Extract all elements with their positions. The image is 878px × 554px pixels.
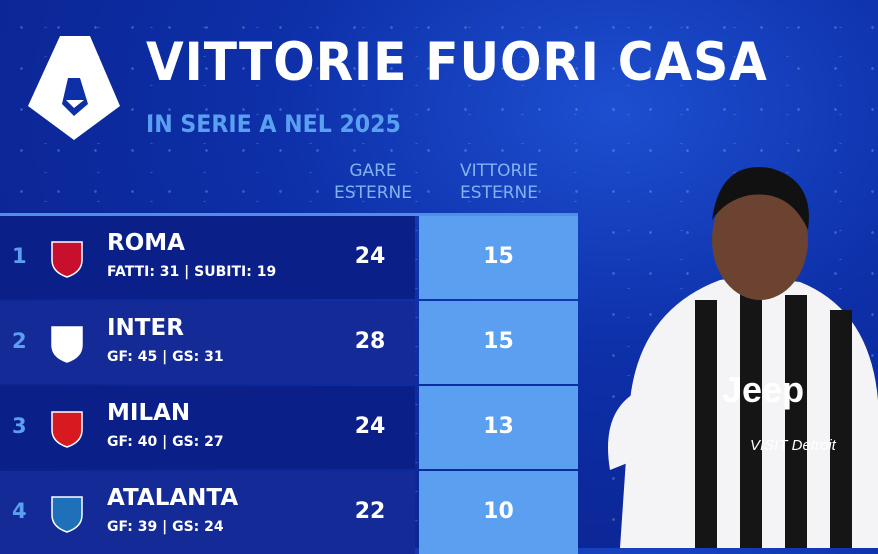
divider bbox=[0, 213, 578, 216]
team-goals: GF: 45 | GS: 31 bbox=[107, 349, 224, 365]
team-crest-icon bbox=[51, 241, 83, 278]
team-name: MILAN bbox=[107, 400, 191, 426]
rank: 2 bbox=[12, 329, 27, 353]
sleeve-text: VISIT Detroit bbox=[750, 437, 837, 454]
column-header-games: GARE ESTERNE bbox=[334, 161, 412, 203]
team-goals: FATTI: 31 | SUBITI: 19 bbox=[107, 264, 277, 280]
away-games: 28 bbox=[354, 329, 386, 354]
table-row: 1 ROMA FATTI: 31 | SUBITI: 19 24 15 bbox=[0, 216, 578, 299]
team-crest-icon bbox=[51, 496, 83, 533]
away-games: 24 bbox=[354, 244, 386, 269]
page-title: VITTORIE FUORI CASA bbox=[146, 32, 768, 93]
wins-cell bbox=[419, 386, 578, 469]
team-name: ROMA bbox=[107, 230, 185, 256]
team-name: INTER bbox=[107, 315, 184, 341]
team-goals: GF: 39 | GS: 24 bbox=[107, 519, 224, 535]
table-row: 3 MILAN GF: 40 | GS: 27 24 13 bbox=[0, 386, 578, 469]
sponsor-text: Jeep bbox=[722, 369, 804, 410]
rank: 4 bbox=[12, 499, 27, 523]
table-row: 2 INTER GF: 45 | GS: 31 28 15 bbox=[0, 301, 578, 384]
wins-cell bbox=[419, 216, 578, 299]
away-games: 22 bbox=[354, 499, 386, 524]
away-wins: 15 bbox=[483, 329, 514, 354]
serie-a-logo-icon bbox=[28, 36, 120, 140]
team-goals: GF: 40 | GS: 27 bbox=[107, 434, 224, 450]
away-wins: 10 bbox=[483, 499, 514, 524]
away-wins: 15 bbox=[483, 244, 514, 269]
wins-cell bbox=[419, 301, 578, 384]
page-subtitle: IN SERIE A NEL 2025 bbox=[146, 110, 401, 138]
away-wins: 13 bbox=[483, 414, 514, 439]
rank: 3 bbox=[12, 414, 27, 438]
table-row: 4 ATALANTA GF: 39 | GS: 24 22 10 bbox=[0, 471, 578, 554]
column-header-wins: VITTORIE ESTERNE bbox=[459, 161, 539, 203]
away-games: 24 bbox=[354, 414, 386, 439]
wins-cell bbox=[419, 471, 578, 554]
team-crest-icon bbox=[51, 411, 83, 448]
player-photo: Jeep VISIT Detroit bbox=[608, 167, 878, 548]
team-name: ATALANTA bbox=[107, 485, 239, 511]
rank: 1 bbox=[12, 244, 27, 268]
team-crest-icon bbox=[51, 326, 83, 363]
